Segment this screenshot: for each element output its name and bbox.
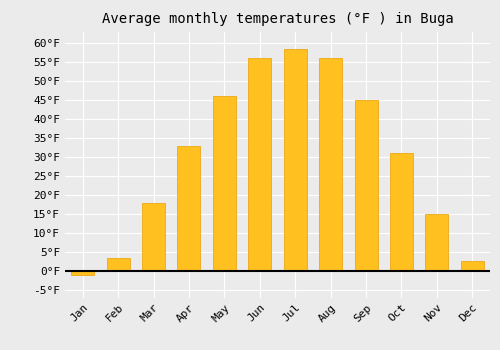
Bar xyxy=(71,271,94,275)
Bar xyxy=(248,58,272,271)
Bar xyxy=(461,261,484,271)
Bar xyxy=(354,100,378,271)
Title: Average monthly temperatures (°F ) in Buga: Average monthly temperatures (°F ) in Bu… xyxy=(102,12,454,26)
Bar xyxy=(178,146,201,271)
Bar xyxy=(106,258,130,271)
Bar xyxy=(142,203,165,271)
Bar xyxy=(390,153,413,271)
Bar xyxy=(213,96,236,271)
Bar xyxy=(319,58,342,271)
Bar xyxy=(284,49,306,271)
Bar xyxy=(426,214,448,271)
